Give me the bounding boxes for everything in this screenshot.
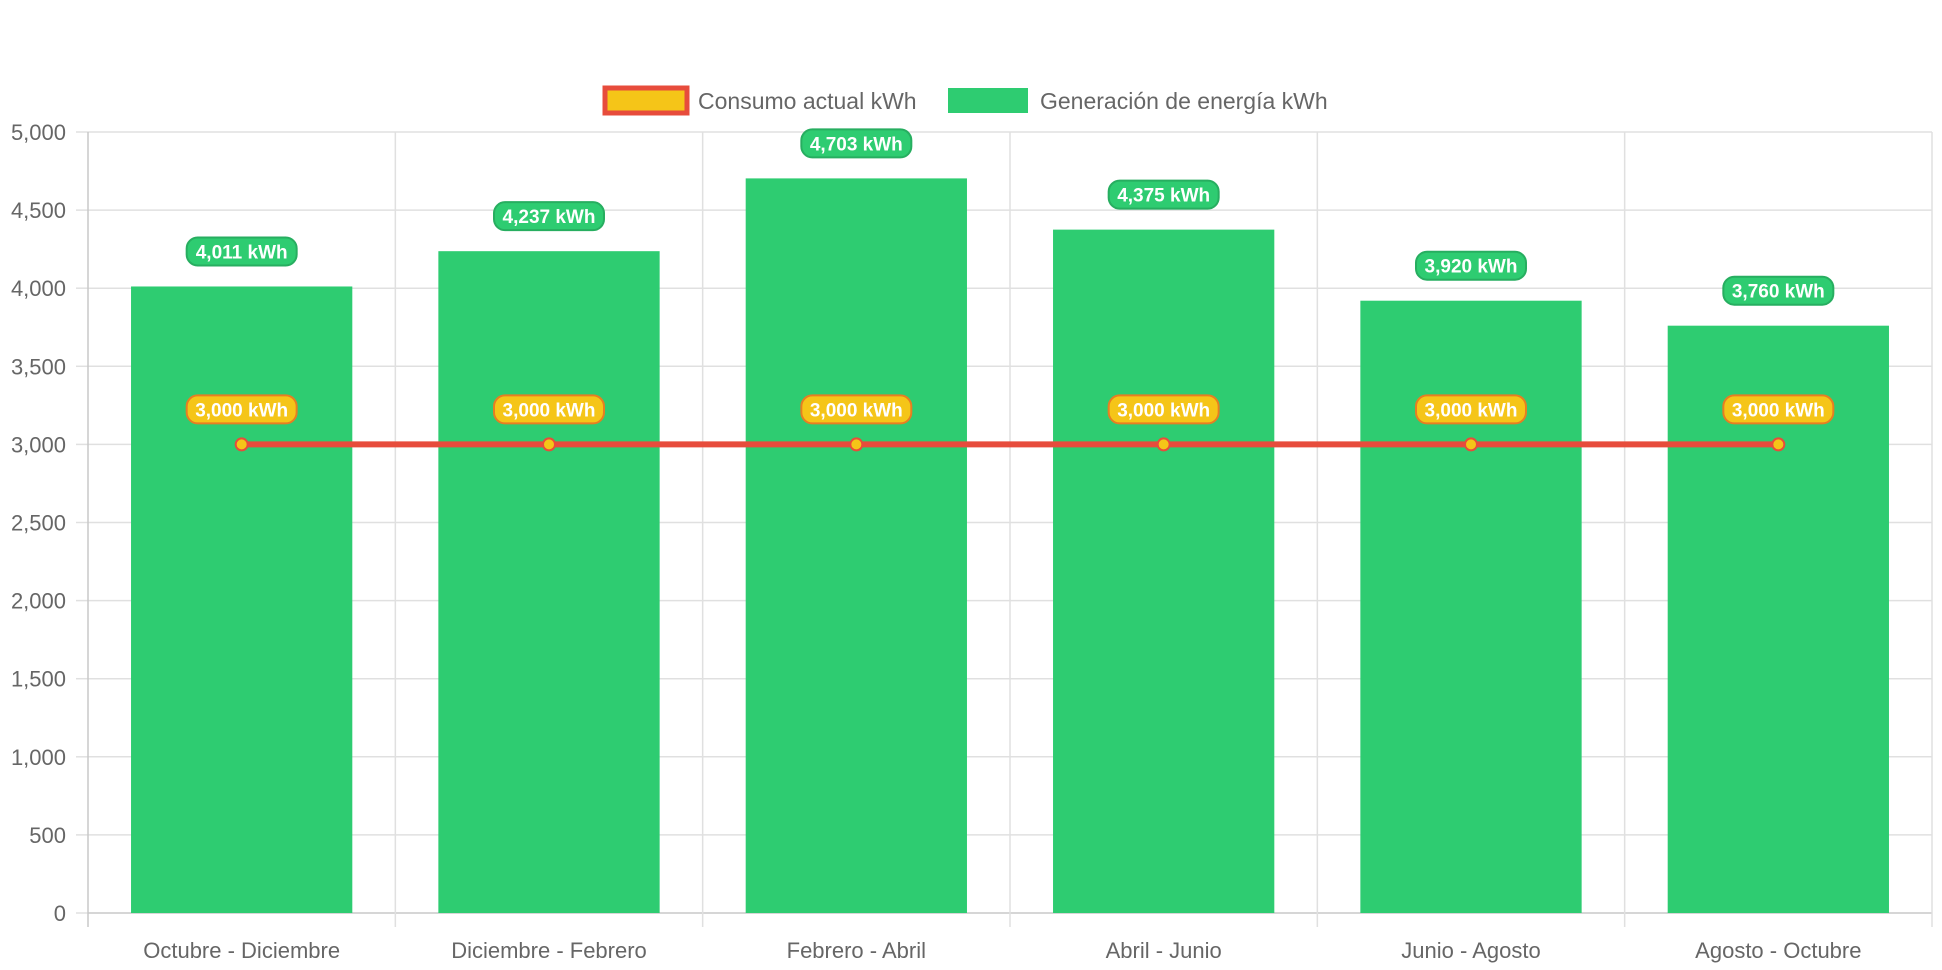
line-point[interactable] bbox=[1771, 437, 1786, 452]
legend-label-consumo: Consumo actual kWh bbox=[698, 88, 917, 114]
legend-swatch-consumo bbox=[602, 85, 690, 116]
y-tick-label: 0 bbox=[54, 901, 66, 926]
y-tick-label: 2,000 bbox=[11, 589, 66, 614]
line-value-label-bg bbox=[1722, 394, 1835, 425]
line-value-label: 3,000 kWh bbox=[185, 394, 298, 425]
bar-value-label-text: 4,237 kWh bbox=[503, 207, 596, 228]
bar-value-label-bg bbox=[185, 236, 298, 267]
line-value-label: 3,000 kWh bbox=[1415, 394, 1527, 425]
bar-value-label-bg bbox=[1415, 250, 1527, 281]
x-tick-label: Abril - Junio bbox=[1106, 938, 1222, 963]
bar[interactable] bbox=[131, 286, 353, 913]
line-value-label: 3,000 kWh bbox=[1722, 394, 1835, 425]
bar-value-label-bg bbox=[493, 201, 605, 232]
data-labels: 4,011 kWh 4,237 kWh 4,703 kWh 4,375 kWh 3,92… bbox=[185, 128, 1835, 425]
bar-value-label: 4,375 kWh bbox=[1107, 179, 1220, 210]
y-tick-label: 2,500 bbox=[11, 511, 66, 536]
x-tick-label: Junio - Agosto bbox=[1401, 938, 1540, 963]
y-tick-label: 5,000 bbox=[11, 120, 66, 145]
legend: Consumo actual kWh Generación de energía… bbox=[602, 85, 1328, 116]
x-tick-label: Octubre - Diciembre bbox=[143, 938, 340, 963]
line-value-label-bg bbox=[800, 394, 913, 425]
bar[interactable] bbox=[438, 251, 660, 913]
bar-value-label-bg bbox=[1107, 179, 1220, 210]
y-tick-label: 500 bbox=[29, 823, 66, 848]
line-value-label-bg bbox=[493, 394, 605, 425]
bar-value-label: 3,760 kWh bbox=[1722, 275, 1835, 306]
line-value-label: 3,000 kWh bbox=[493, 394, 605, 425]
bar-value-label: 4,703 kWh bbox=[800, 128, 913, 159]
bar-value-label: 3,920 kWh bbox=[1415, 250, 1527, 281]
line-value-label: 3,000 kWh bbox=[1107, 394, 1220, 425]
grid-lines bbox=[76, 131, 1933, 927]
bar-value-label: 4,237 kWh bbox=[493, 201, 605, 232]
line-value-label-bg bbox=[1107, 394, 1220, 425]
x-tick-label: Diciembre - Febrero bbox=[451, 938, 647, 963]
line-value-label-text: 3,000 kWh bbox=[810, 400, 903, 421]
line-point[interactable] bbox=[1464, 437, 1478, 452]
line-point[interactable] bbox=[849, 437, 864, 452]
line-point[interactable] bbox=[234, 437, 249, 452]
bar-value-label-text: 4,703 kWh bbox=[810, 134, 903, 155]
bar-value-label-bg bbox=[1722, 275, 1835, 306]
bar-series bbox=[131, 178, 1889, 913]
line-value-label-text: 3,000 kWh bbox=[503, 400, 596, 421]
bar[interactable] bbox=[1053, 229, 1275, 913]
y-axis: 0 500 1,000 1,500 2,000 2,500 3,000 3,500 4,000 4… bbox=[11, 120, 66, 926]
bar[interactable] bbox=[745, 178, 967, 913]
x-axis: Octubre - Diciembre Diciembre - Febrero Fe… bbox=[143, 938, 1861, 963]
bar-value-label: 4,011 kWh bbox=[185, 236, 298, 267]
bar-value-label-text: 4,375 kWh bbox=[1117, 186, 1210, 207]
bar-value-label-text: 3,920 kWh bbox=[1425, 257, 1518, 278]
bar-value-label-text: 4,011 kWh bbox=[196, 242, 288, 263]
bar-value-label-bg bbox=[800, 128, 913, 159]
y-tick-label: 1,000 bbox=[11, 745, 66, 770]
x-tick-label: Febrero - Abril bbox=[787, 938, 926, 963]
y-tick-label: 4,500 bbox=[11, 198, 66, 223]
line-series bbox=[234, 437, 1786, 452]
line-value-label-text: 3,000 kWh bbox=[1117, 400, 1210, 421]
line-value-label: 3,000 kWh bbox=[800, 394, 913, 425]
legend-label-generacion: Generación de energía kWh bbox=[1040, 88, 1328, 114]
line-point[interactable] bbox=[1156, 437, 1171, 452]
legend-item-generacion[interactable]: Generación de energía kWh bbox=[948, 88, 1328, 114]
y-tick-label: 3,000 bbox=[11, 432, 66, 457]
line-value-label-bg bbox=[185, 394, 298, 425]
line-value-label-text: 3,000 kWh bbox=[1425, 400, 1518, 421]
line-point[interactable] bbox=[542, 437, 556, 452]
y-tick-label: 4,000 bbox=[11, 276, 66, 301]
legend-item-consumo[interactable]: Consumo actual kWh bbox=[602, 85, 917, 116]
line-value-label-bg bbox=[1415, 394, 1527, 425]
x-tick-label: Agosto - Octubre bbox=[1695, 938, 1861, 963]
bar-value-label-text: 3,760 kWh bbox=[1732, 282, 1825, 303]
legend-swatch-generacion bbox=[948, 88, 1028, 113]
y-tick-label: 3,500 bbox=[11, 354, 66, 379]
y-tick-label: 1,500 bbox=[11, 667, 66, 692]
line-value-label-text: 3,000 kWh bbox=[195, 400, 288, 421]
bar[interactable] bbox=[1360, 300, 1582, 913]
line-value-label-text: 3,000 kWh bbox=[1732, 400, 1825, 421]
